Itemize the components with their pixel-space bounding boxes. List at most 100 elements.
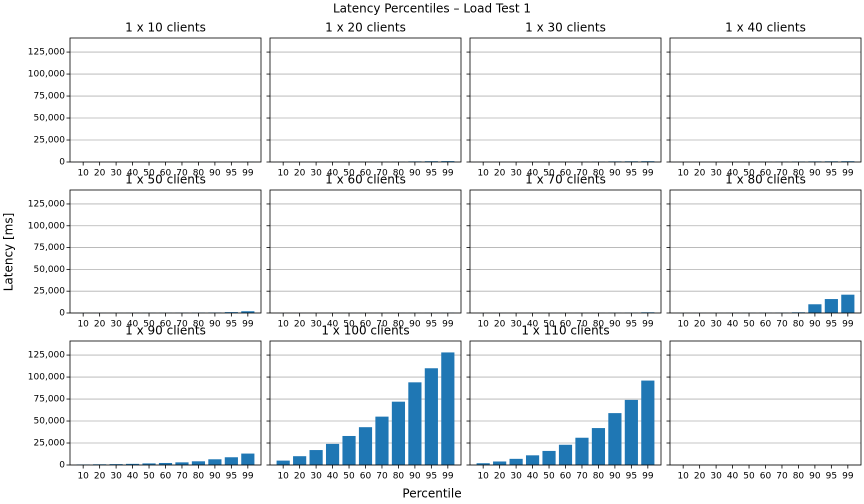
bar <box>824 299 838 313</box>
y-tick-label: 0 <box>59 158 65 168</box>
bar <box>542 450 556 465</box>
x-tick-label: 30 <box>510 472 522 482</box>
x-tick-label: 40 <box>727 169 739 179</box>
y-tick-label: 25,000 <box>34 287 66 297</box>
bar <box>325 443 340 465</box>
x-tick-label: 10 <box>277 320 289 330</box>
x-tick-label: 20 <box>94 320 106 330</box>
x-tick-label: 70 <box>576 169 588 179</box>
bar <box>309 450 323 465</box>
x-tick-label: 70 <box>376 169 388 179</box>
bar <box>191 461 206 465</box>
x-tick-label: 70 <box>176 472 188 482</box>
bar <box>109 464 123 465</box>
x-tick-label: 10 <box>77 169 89 179</box>
x-tick-label: 10 <box>277 169 289 179</box>
y-tick-label: 75,000 <box>34 395 66 405</box>
x-tick-label: 70 <box>176 169 188 179</box>
x-tick-label: 60 <box>560 169 572 179</box>
subplot-title: 1 x 80 clients <box>725 173 806 187</box>
bar <box>276 460 290 465</box>
x-tick-label: 95 <box>626 472 637 482</box>
x-tick-label: 30 <box>710 169 722 179</box>
x-tick-label: 30 <box>310 320 322 330</box>
axes-frame <box>669 189 862 314</box>
x-tick-label: 60 <box>360 320 372 330</box>
bar <box>293 456 307 465</box>
x-tick-label: 99 <box>642 169 654 179</box>
y-tick-label: 125,000 <box>28 199 65 209</box>
x-tick-label: 60 <box>360 472 372 482</box>
x-tick-label: 80 <box>193 169 205 179</box>
bar <box>224 312 238 313</box>
x-tick-label: 99 <box>442 472 454 482</box>
x-tick-label: 80 <box>393 472 405 482</box>
x-tick-label: 70 <box>376 320 388 330</box>
x-tick-label: 40 <box>527 169 539 179</box>
x-tick-label: 95 <box>626 320 637 330</box>
x-tick-label: 90 <box>409 169 421 179</box>
x-tick-label: 40 <box>727 320 739 330</box>
x-tick-label: 10 <box>677 472 689 482</box>
bar <box>358 427 373 465</box>
bar <box>441 161 455 162</box>
bar <box>624 399 638 465</box>
x-tick-label: 50 <box>343 472 355 482</box>
bar <box>125 463 140 465</box>
x-tick-label: 90 <box>209 472 221 482</box>
x-tick-label: 99 <box>442 169 454 179</box>
x-tick-label: 40 <box>527 472 539 482</box>
y-tick-label: 100,000 <box>28 373 65 383</box>
x-tick-label: 30 <box>310 169 322 179</box>
x-tick-label: 60 <box>760 320 772 330</box>
x-tick-label: 10 <box>277 472 289 482</box>
axes-frame <box>469 340 662 466</box>
bar <box>208 459 222 465</box>
y-tick-label: 50,000 <box>34 417 66 427</box>
x-tick-label: 90 <box>609 169 621 179</box>
y-tick-label: 125,000 <box>28 351 65 361</box>
x-tick-label: 40 <box>127 472 139 482</box>
x-tick-label: 95 <box>226 169 237 179</box>
y-tick-label: 75,000 <box>34 243 66 253</box>
x-tick-label: 30 <box>510 169 522 179</box>
x-tick-label: 99 <box>242 169 254 179</box>
x-tick-label: 50 <box>543 472 555 482</box>
axes-frame <box>669 37 862 163</box>
x-tick-label: 70 <box>776 472 788 482</box>
x-tick-label: 30 <box>110 169 122 179</box>
x-tick-label: 99 <box>242 472 254 482</box>
x-tick-label: 80 <box>593 472 605 482</box>
x-tick-label: 50 <box>343 320 355 330</box>
subplot-title: 1 x 110 clients <box>521 324 609 338</box>
x-tick-label: 99 <box>242 320 254 330</box>
x-tick-label: 20 <box>694 320 706 330</box>
x-tick-label: 50 <box>343 169 355 179</box>
y-tick-label: 100,000 <box>28 70 65 80</box>
x-tick-label: 80 <box>593 320 605 330</box>
y-tick-label: 0 <box>59 461 65 471</box>
axes-frame <box>69 37 262 163</box>
bar <box>509 458 523 465</box>
axes-frame <box>269 189 462 314</box>
x-tick-label: 80 <box>193 320 205 330</box>
axes-frame <box>269 340 462 466</box>
x-tick-label: 50 <box>143 320 155 330</box>
x-tick-label: 70 <box>576 320 588 330</box>
x-tick-label: 70 <box>176 320 188 330</box>
subplot-title: 1 x 20 clients <box>325 21 406 35</box>
y-tick-label: 25,000 <box>34 136 66 146</box>
bar <box>224 457 238 465</box>
x-tick-label: 20 <box>494 472 506 482</box>
x-tick-label: 30 <box>110 320 122 330</box>
x-tick-label: 10 <box>477 472 489 482</box>
axes-frame <box>469 37 662 163</box>
x-tick-label: 60 <box>360 169 372 179</box>
x-tick-label: 20 <box>694 169 706 179</box>
x-tick-label: 90 <box>409 320 421 330</box>
y-tick-label: 50,000 <box>34 265 66 275</box>
bar <box>175 462 189 465</box>
x-tick-label: 70 <box>576 472 588 482</box>
x-tick-label: 20 <box>294 472 306 482</box>
x-tick-label: 70 <box>776 169 788 179</box>
